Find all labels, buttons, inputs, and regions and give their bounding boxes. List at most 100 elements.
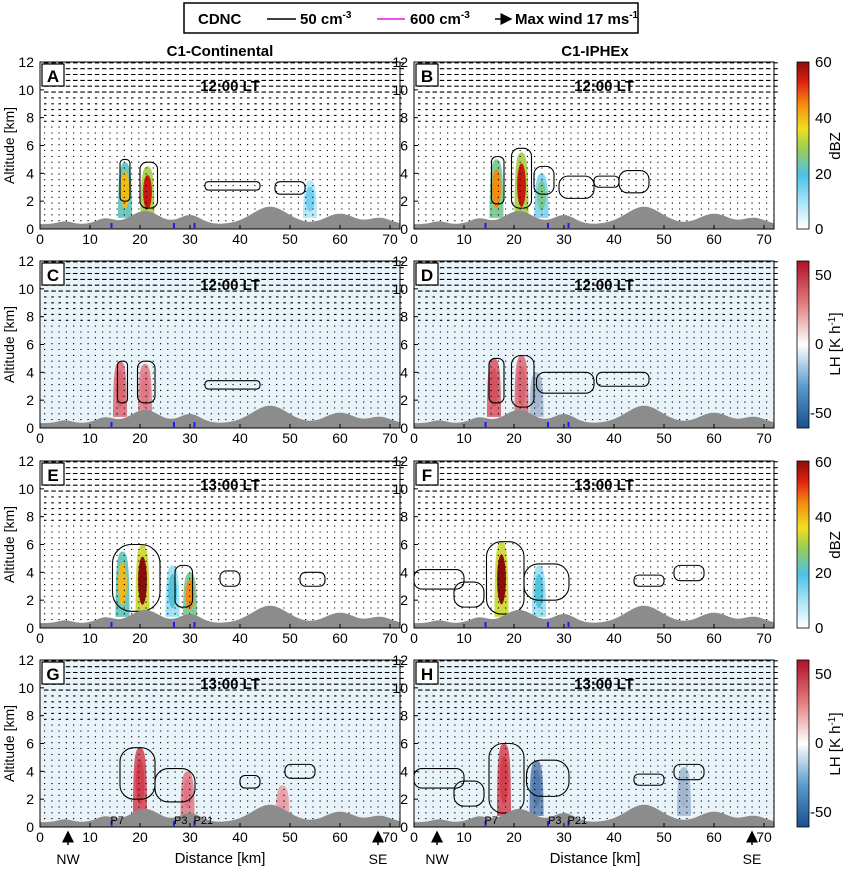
x-tick-label: 40 [232,231,248,247]
terrain-H [414,804,774,827]
legend-label-600: 600 cm-3 [410,10,470,28]
x-tick-label: 10 [456,430,472,446]
x-tick-label: 60 [332,231,348,247]
y-tick-label: 10 [392,680,408,696]
y-tick-label: 6 [26,537,34,553]
y-tick-label: 2 [400,193,408,209]
panel-C: 0 10 20 30 40 50 60 70 0 2 4 6 8 10 12 Altitude [km] C 12… [1,253,404,446]
contour-50-H-2 [488,742,525,814]
site-label-P21: P21 [194,815,214,827]
x-axis-label: Distance [km] [175,850,266,867]
x-tick-label: 20 [132,630,148,646]
panel-time-A: 12:00 LT [200,78,260,95]
panel-letter-box [41,262,65,286]
x-tick-label: 20 [132,430,148,446]
y-tick-label: 8 [400,509,408,525]
lh-background [40,261,400,428]
panel-time-F: 13:00 LT [574,477,634,494]
contour-50-D-2 [535,371,595,394]
contour-50-B-1 [510,147,533,209]
contour-50-A-1 [139,161,159,209]
x-tick-label: 10 [456,829,472,845]
y-tick-label: 12 [18,652,34,668]
y-tick-label: 12 [392,253,408,269]
contour-50-H-1 [453,780,485,807]
panel-letter-G: G [46,665,59,684]
contour-50-G-1 [154,767,196,803]
contour-50-D-3 [595,371,650,387]
cell-core-D-1 [517,365,526,407]
direction-nw: NW [56,830,80,867]
x-tick-label: 60 [332,630,348,646]
x-tick-label: 60 [706,630,722,646]
y-tick-label: 10 [18,481,34,497]
x-tick-label: 70 [382,829,398,845]
contour-50-B-3 [558,175,595,199]
x-tick-label: 0 [36,630,44,646]
cbar-tick: 60 [815,54,832,71]
contour-50-C-2 [204,380,261,390]
terrain-E [40,605,400,628]
panel-letter-box [41,462,65,486]
panel-time-D: 12:00 LT [574,277,634,294]
y-tick-label: 12 [392,453,408,469]
site-label-P3: P3 [548,815,561,827]
y-tick-label: 8 [26,708,34,724]
panel-letter-E: E [47,466,58,485]
legend-title: CDNC [198,11,241,28]
x-tick-label: 20 [506,829,522,845]
cbar-tick: 60 [815,454,832,471]
x-tick-label: 60 [706,231,722,247]
y-tick-label: 12 [392,54,408,70]
y-tick-label: 4 [400,165,408,181]
x-tick-label: 30 [182,630,198,646]
colorbar-label-dbz: dBZ [827,531,844,559]
cell-core-A-1 [143,174,152,210]
cell-core-B-0 [492,169,501,209]
cell-core-H-2 [679,775,689,808]
y-tick-label: 8 [26,309,34,325]
contour-50-D-1 [510,355,535,408]
panel-letter-D: D [421,266,433,285]
x-tick-label: 20 [506,231,522,247]
panel-H: P7 P3 P21 0 10 20 30 40 50 60 70 0 2 4 6 8 10 12 H 13:00 LT [392,652,778,845]
contour-50-G-2 [239,774,261,789]
wind-vectors-B [418,62,778,222]
x-tick-label: 30 [556,231,572,247]
x-tick-label: 20 [506,430,522,446]
y-tick-label: 4 [26,763,34,779]
x-tick-label: 40 [606,829,622,845]
contour-50-F-4 [633,574,665,587]
legend: CDNC 50 cm-3 600 cm-3 Max wind 17 ms-1 [183,2,639,34]
contour-50-B-0 [490,156,505,205]
y-tick-label: 10 [392,481,408,497]
x-tick-label: 10 [82,630,98,646]
x-tick-label: 10 [82,430,98,446]
x-tick-label: 70 [382,430,398,446]
cell-core-H-0 [499,755,509,804]
cell-core-G-2 [278,790,287,811]
direction-nw: NW [425,830,449,867]
cell-core-E-0 [118,562,127,606]
x-tick-label: 50 [282,231,298,247]
wind-vectors-C [44,261,404,421]
colorbar-label-lh: LH [K h-1] [827,312,844,375]
wind-vectors-D [418,261,778,421]
contour-50-A-3 [274,181,306,195]
x-tick-label: 30 [182,430,198,446]
legend-label-50: 50 cm-3 [300,10,352,28]
panel-B: 0 10 20 30 40 50 60 70 0 2 4 6 8 10 12 B 12:00 LT [392,54,778,247]
y-tick-label: 4 [26,364,34,380]
cbar-tick: 50 [815,267,832,284]
y-tick-label: 10 [18,680,34,696]
y-tick-label: 2 [400,392,408,408]
contour-50-G-0 [119,747,156,800]
cbar-tick: 40 [815,509,832,526]
x-tick-label: 0 [36,231,44,247]
y-tick-label: 0 [400,221,408,237]
x-tick-label: 40 [232,829,248,845]
x-tick-label: 60 [706,430,722,446]
x-tick-label: 0 [410,829,418,845]
